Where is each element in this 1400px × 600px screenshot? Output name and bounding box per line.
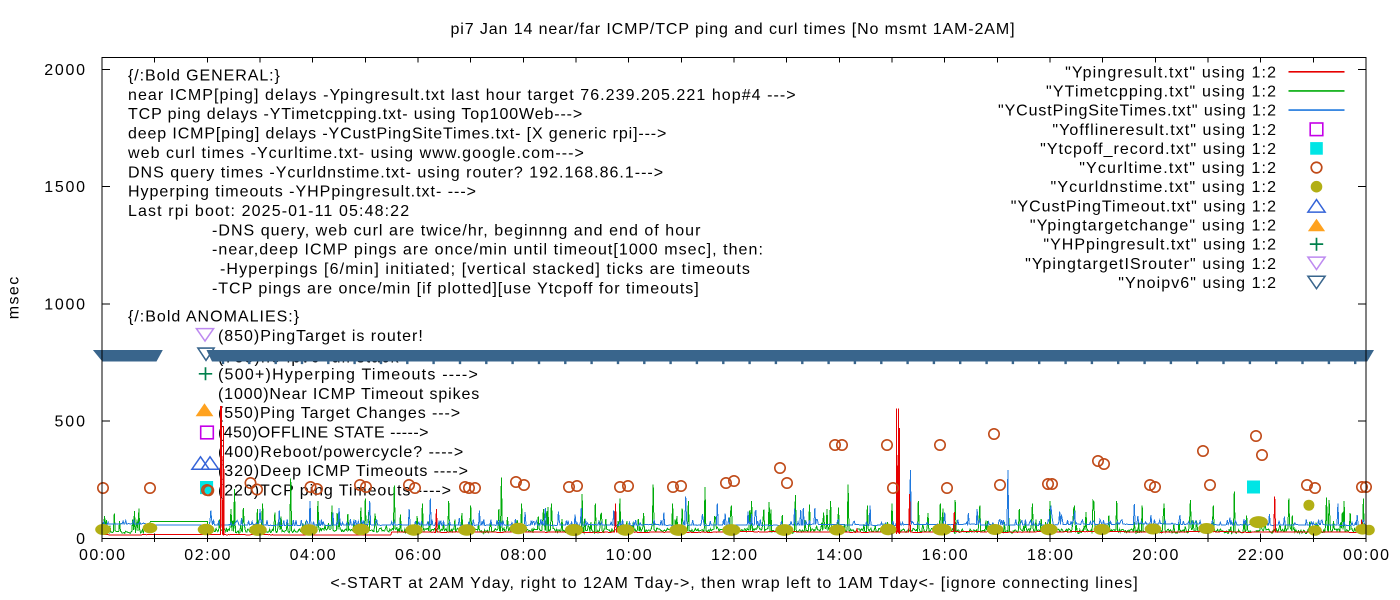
svg-text:{/:Bold ANOMALIES:}: {/:Bold ANOMALIES:} <box>128 308 300 325</box>
svg-text:(320)Deep ICMP Timeouts ---->: (320)Deep ICMP Timeouts ----> <box>218 463 468 480</box>
svg-text:"Ynoipv6" using 1:2: "Ynoipv6" using 1:2 <box>1118 275 1276 292</box>
svg-text:"YpingtargetISrouter" using 1:: "YpingtargetISrouter" using 1:2 <box>1025 256 1276 273</box>
svg-text:-DNS query, web curl are twice: -DNS query, web curl are twice/hr, begin… <box>212 222 701 239</box>
svg-text:(450)OFFLINE STATE ----->: (450)OFFLINE STATE -----> <box>218 425 429 442</box>
svg-text:(850)PingTarget is router!: (850)PingTarget is router! <box>218 328 423 345</box>
svg-text:msec: msec <box>6 277 23 320</box>
svg-text:Last rpi boot: 2025-01-11 05:4: Last rpi boot: 2025-01-11 05:48:22 <box>128 203 409 220</box>
svg-text:"Yofflineresult.txt" using 1:2: "Yofflineresult.txt" using 1:2 <box>1052 122 1276 139</box>
svg-text:08:00: 08:00 <box>500 547 546 564</box>
svg-text:06:00: 06:00 <box>395 547 441 564</box>
svg-text:-Hyperpings [6/min] initiated;: -Hyperpings [6/min] initiated; [vertical… <box>220 261 750 278</box>
svg-text:"Ypingtargetchange" using 1:2: "Ypingtargetchange" using 1:2 <box>1030 218 1276 235</box>
svg-text:"Ypingresult.txt" using 1:2: "Ypingresult.txt" using 1:2 <box>1065 64 1276 81</box>
svg-text:00:00: 00:00 <box>79 547 125 564</box>
svg-text:00:00: 00:00 <box>1343 547 1389 564</box>
svg-text:16:00: 16:00 <box>922 547 968 564</box>
svg-text:(1000)Near ICMP Timeout spikes: (1000)Near ICMP Timeout spikes <box>218 386 479 403</box>
svg-text:22:00: 22:00 <box>1238 547 1284 564</box>
svg-text:500: 500 <box>55 414 86 431</box>
svg-text:deep ICMP[ping] delays -YCustP: deep ICMP[ping] delays -YCustPingSiteTim… <box>128 126 666 143</box>
svg-text:"Ycurltime.txt" using 1:2: "Ycurltime.txt" using 1:2 <box>1079 160 1276 177</box>
svg-text:"Ycurldnstime.txt" using 1:2: "Ycurldnstime.txt" using 1:2 <box>1051 179 1277 196</box>
svg-text:20:00: 20:00 <box>1132 547 1178 564</box>
svg-text:"YTimetcpping.txt" using 1:2: "YTimetcpping.txt" using 1:2 <box>1046 83 1276 100</box>
svg-text:"Ytcpoff_record.txt" using 1:2: "Ytcpoff_record.txt" using 1:2 <box>1040 141 1276 158</box>
svg-text:"YCustPingTimeout.txt" using 1: "YCustPingTimeout.txt" using 1:2 <box>1011 198 1276 215</box>
svg-text:-TCP pings are once/min [if pl: -TCP pings are once/min [if plotted][use… <box>212 280 699 297</box>
svg-text:DNS query times -Ycurldnstime.: DNS query times -Ycurldnstime.txt- using… <box>128 164 663 181</box>
svg-text:(500+)Hyperping Timeouts ---->: (500+)Hyperping Timeouts ----> <box>218 366 478 383</box>
svg-text:{/:Bold GENERAL:}: {/:Bold GENERAL:} <box>128 68 281 85</box>
svg-text:1500: 1500 <box>44 179 85 196</box>
svg-text:TCP ping delays -YTimetcpping.: TCP ping delays -YTimetcpping.txt- using… <box>128 106 582 123</box>
svg-text:0: 0 <box>76 531 85 548</box>
svg-text:web curl times -Ycurltime.txt-: web curl times -Ycurltime.txt- using www… <box>127 145 584 162</box>
svg-text:Hyperping timeouts -YHPpingres: Hyperping timeouts -YHPpingresult.txt- -… <box>128 184 476 201</box>
svg-text:10:00: 10:00 <box>606 547 652 564</box>
svg-text:(550)Ping Target Changes --->: (550)Ping Target Changes ---> <box>218 405 460 422</box>
svg-text:(400)Reboot/powercycle? ---->: (400)Reboot/powercycle? ----> <box>218 444 463 461</box>
svg-text:-near,deep ICMP pings are once: -near,deep ICMP pings are once/min until… <box>212 242 763 259</box>
svg-text:"YHPpingresult.txt" using 1:2: "YHPpingresult.txt" using 1:2 <box>1043 237 1276 254</box>
svg-text:02:00: 02:00 <box>184 547 230 564</box>
svg-text:18:00: 18:00 <box>1027 547 1073 564</box>
svg-text:12:00: 12:00 <box>711 547 757 564</box>
svg-text:near ICMP[ping] delays -Ypingr: near ICMP[ping] delays -Ypingresult.txt … <box>128 87 796 104</box>
svg-text:14:00: 14:00 <box>816 547 862 564</box>
svg-text:<-START at 2AM Yday, right to: <-START at 2AM Yday, right to 12AM Tday-… <box>330 575 1137 592</box>
svg-text:2000: 2000 <box>44 62 85 79</box>
svg-text:(220)TCP ping Timeouts ---->: (220)TCP ping Timeouts ----> <box>218 483 451 500</box>
svg-text:1000: 1000 <box>44 296 85 313</box>
svg-text:04:00: 04:00 <box>290 547 336 564</box>
svg-text:"YCustPingSiteTimes.txt" using: "YCustPingSiteTimes.txt" using 1:2 <box>998 103 1276 120</box>
svg-text:pi7 Jan 14 near/far ICMP/TCP: pi7 Jan 14 near/far ICMP/TCP ping and cu… <box>450 21 1014 38</box>
